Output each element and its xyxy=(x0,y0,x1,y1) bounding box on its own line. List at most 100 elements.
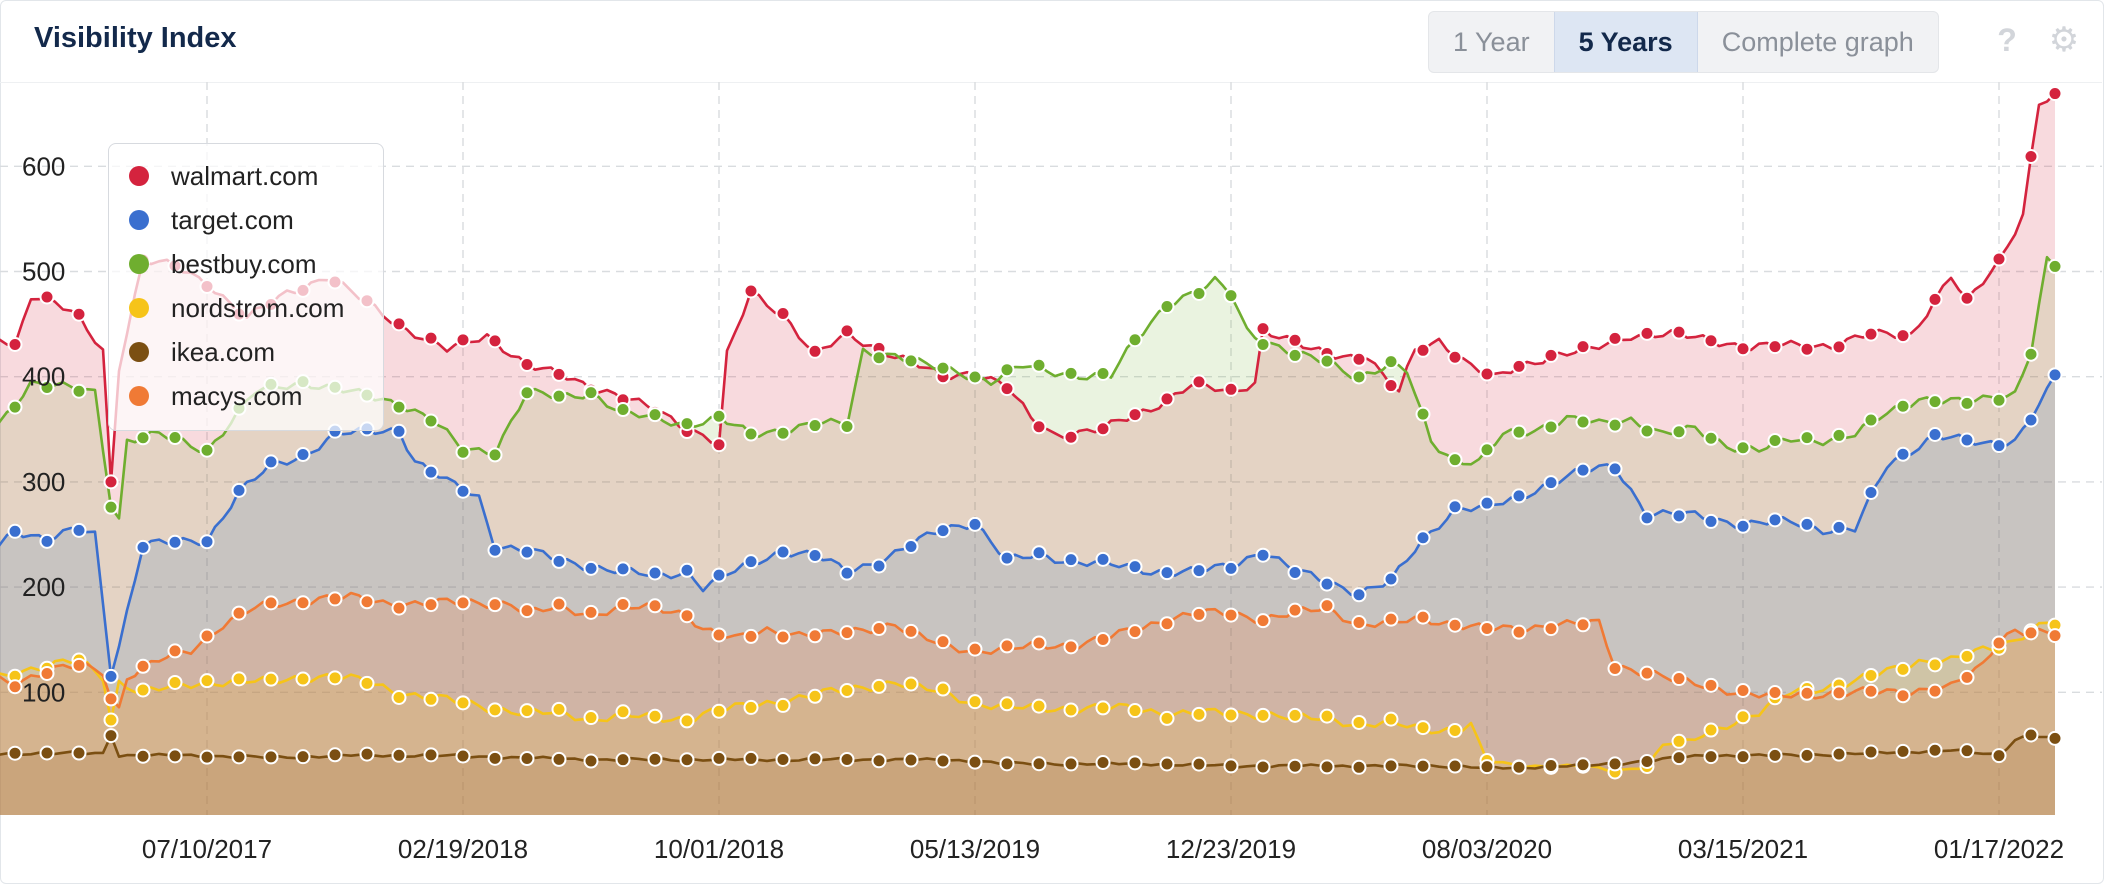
point-walmart-w244 xyxy=(1895,328,1911,344)
point-macys-w44 xyxy=(295,595,311,611)
point-target-w156 xyxy=(1191,563,1207,579)
point-macys-w144 xyxy=(1095,632,1111,648)
gear-icon[interactable]: ⚙ xyxy=(2048,21,2080,59)
point-macys-w176 xyxy=(1351,615,1367,631)
point-ikea-w263 xyxy=(2047,730,2063,746)
point-target-w24 xyxy=(135,539,151,555)
legend-item-target[interactable]: target.com xyxy=(129,200,294,240)
point-bestbuy-w68 xyxy=(487,447,503,463)
point-target-w160 xyxy=(1223,560,1239,576)
point-target-w20 xyxy=(103,668,119,684)
point-walmart-w204 xyxy=(1575,339,1591,355)
help-icon[interactable]: ? xyxy=(1997,22,2017,58)
point-macys-w68 xyxy=(487,597,503,613)
point-target-w236 xyxy=(1831,519,1847,535)
point-ikea-w32 xyxy=(199,749,215,765)
point-ikea-w128 xyxy=(967,754,983,770)
point-ikea-w60 xyxy=(423,747,439,763)
point-nordstrom-w124 xyxy=(935,681,951,697)
legend-item-ikea[interactable]: ikea.com xyxy=(129,332,275,372)
point-target-w56 xyxy=(391,423,407,439)
point-target-w148 xyxy=(1127,559,1143,575)
point-nordstrom-w164 xyxy=(1255,707,1271,723)
legend-item-nordstrom[interactable]: nordstrom.com xyxy=(129,288,344,328)
point-bestbuy-w244 xyxy=(1895,398,1911,414)
point-walmart-w152 xyxy=(1159,391,1175,407)
point-target-w200 xyxy=(1543,475,1559,491)
point-macys-w32 xyxy=(199,628,215,644)
point-macys-w52 xyxy=(359,594,375,610)
point-macys-w92 xyxy=(679,608,695,624)
point-walmart-w72 xyxy=(519,357,535,373)
point-target-w44 xyxy=(295,446,311,462)
point-ikea-w100 xyxy=(743,750,759,766)
point-target-w16 xyxy=(71,522,87,538)
point-macys-w212 xyxy=(1639,665,1655,681)
point-macys-w108 xyxy=(807,628,823,644)
point-macys-w136 xyxy=(1031,635,1047,651)
range-1-year-button[interactable]: 1 Year xyxy=(1453,27,1530,57)
point-nordstrom-w144 xyxy=(1095,700,1111,716)
point-ikea-w36 xyxy=(231,749,247,765)
point-macys-w180 xyxy=(1383,611,1399,627)
point-target-w256 xyxy=(1991,438,2007,454)
point-macys-w112 xyxy=(839,625,855,641)
point-walmart-w248 xyxy=(1927,291,1943,307)
point-bestbuy-w24 xyxy=(135,430,151,446)
y-tick-label: 400 xyxy=(22,362,65,392)
point-nordstrom-w56 xyxy=(391,690,407,706)
point-nordstrom-w248 xyxy=(1927,657,1943,673)
point-walmart-w252 xyxy=(1959,290,1975,306)
point-nordstrom-w244 xyxy=(1895,661,1911,677)
point-macys-w256 xyxy=(1991,635,2007,651)
y-tick-label: 500 xyxy=(22,257,65,287)
point-target-w248 xyxy=(1927,427,1943,443)
legend-item-macys[interactable]: macys.com xyxy=(129,376,302,416)
point-ikea-w160 xyxy=(1223,758,1239,774)
point-target-w84 xyxy=(615,561,631,577)
point-ikea-w108 xyxy=(807,751,823,767)
point-target-w68 xyxy=(487,542,503,558)
point-macys-w140 xyxy=(1063,639,1079,655)
point-nordstrom-w224 xyxy=(1735,709,1751,725)
point-ikea-w188 xyxy=(1447,758,1463,774)
point-macys-w116 xyxy=(871,621,887,637)
point-bestbuy-w120 xyxy=(903,353,919,369)
range-complete-graph-button[interactable]: Complete graph xyxy=(1721,27,1914,57)
point-target-w72 xyxy=(519,544,535,560)
point-bestbuy-w160 xyxy=(1223,288,1239,304)
point-bestbuy-w148 xyxy=(1127,332,1143,348)
point-target-w140 xyxy=(1063,552,1079,568)
point-bestbuy-w132 xyxy=(999,362,1015,378)
y-tick-label: 600 xyxy=(22,151,65,181)
x-tick-label: 08/03/2020 xyxy=(1422,834,1552,864)
range-5-years-button[interactable]: 5 Years xyxy=(1553,12,1698,72)
point-ikea-w172 xyxy=(1319,759,1335,775)
point-walmart-w212 xyxy=(1639,325,1655,341)
point-target-w212 xyxy=(1639,510,1655,526)
point-nordstrom-w168 xyxy=(1287,707,1303,723)
point-bestbuy-w32 xyxy=(199,442,215,458)
point-target-w152 xyxy=(1159,565,1175,581)
series-areas xyxy=(0,93,2055,815)
point-nordstrom-w116 xyxy=(871,678,887,694)
point-nordstrom-w28 xyxy=(167,674,183,690)
point-walmart-w96 xyxy=(711,437,727,453)
legend-item-bestbuy[interactable]: bestbuy.com xyxy=(129,244,316,284)
point-walmart-w216 xyxy=(1671,324,1687,340)
point-nordstrom-w96 xyxy=(711,703,727,719)
point-macys-w124 xyxy=(935,634,951,650)
point-ikea-w40 xyxy=(263,749,279,765)
point-target-w92 xyxy=(679,562,695,578)
point-nordstrom-w48 xyxy=(327,670,343,686)
legend-item-walmart[interactable]: walmart.com xyxy=(129,156,318,196)
point-macys-w232 xyxy=(1799,685,1815,701)
point-walmart-w240 xyxy=(1863,326,1879,342)
point-macys-w252 xyxy=(1959,669,1975,685)
point-target-w128 xyxy=(967,516,983,532)
point-nordstrom-w172 xyxy=(1319,708,1335,724)
point-ikea-w112 xyxy=(839,751,855,767)
point-bestbuy-w240 xyxy=(1863,412,1879,428)
point-nordstrom-w104 xyxy=(775,697,791,713)
point-ikea-w52 xyxy=(359,746,375,762)
